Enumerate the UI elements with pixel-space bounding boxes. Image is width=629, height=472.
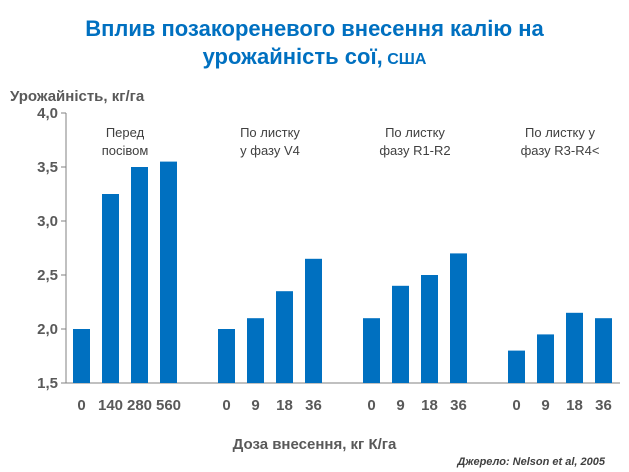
group-label: По листку (240, 125, 300, 140)
x-tick-label: 18 (276, 397, 293, 414)
group-label: фазу R3-R4< (521, 143, 600, 158)
chart-title-country: США (382, 51, 427, 68)
bar (247, 318, 264, 383)
y-tick-label: 1,5 (37, 375, 58, 392)
x-tick-label: 0 (77, 397, 85, 414)
x-tick-label: 36 (450, 397, 467, 414)
x-tick-label: 9 (396, 397, 404, 414)
group-label: По листку у (525, 125, 595, 140)
y-tick-label: 2,5 (37, 267, 58, 284)
bar (218, 329, 235, 383)
chart-title-text-1: Вплив позакореневого внесення калію на (85, 16, 544, 41)
bar (160, 161, 177, 383)
chart-title-line-2: урожайність сої, США (0, 44, 629, 70)
x-tick-label: 9 (251, 397, 259, 414)
x-tick-label: 9 (541, 397, 549, 414)
group-label: По листку (385, 125, 445, 140)
group-label: посівом (102, 143, 149, 158)
bar (421, 275, 438, 383)
bar (450, 253, 467, 383)
x-tick-label: 140 (98, 397, 123, 414)
bar (102, 194, 119, 383)
x-tick-label: 36 (305, 397, 322, 414)
x-tick-label: 18 (421, 397, 438, 414)
chart-title-text-2: урожайність сої, (202, 44, 383, 69)
x-tick-label: 36 (595, 397, 612, 414)
y-tick-label: 4,0 (37, 105, 58, 122)
y-tick-label: 2,0 (37, 321, 58, 338)
bar (537, 334, 554, 383)
x-tick-label: 0 (367, 397, 375, 414)
group-label: Перед (106, 125, 145, 140)
y-tick-label: 3,0 (37, 213, 58, 230)
x-axis-label: Доза внесення, кг К/га (232, 436, 397, 453)
x-tick-label: 0 (222, 397, 230, 414)
group-label: фазу R1-R2 (379, 143, 450, 158)
bar (392, 285, 409, 383)
bar (363, 318, 380, 383)
x-tick-label: 18 (566, 397, 583, 414)
group-label: у фазу V4 (240, 143, 300, 158)
bar (276, 291, 293, 383)
x-tick-label: 560 (156, 397, 181, 414)
bar (508, 350, 525, 383)
bar (131, 167, 148, 383)
bar (73, 329, 90, 383)
source-note: Джерело: Nelson et al, 2005 (457, 456, 605, 468)
bar (305, 258, 322, 383)
bar (595, 318, 612, 383)
chart-title-line-1: Вплив позакореневого внесення калію на (0, 16, 629, 42)
y-axis-label: Урожайність, кг/га (10, 88, 145, 105)
x-tick-label: 280 (127, 397, 152, 414)
x-tick-label: 0 (512, 397, 520, 414)
bar (566, 312, 583, 383)
y-tick-label: 3,5 (37, 159, 58, 176)
